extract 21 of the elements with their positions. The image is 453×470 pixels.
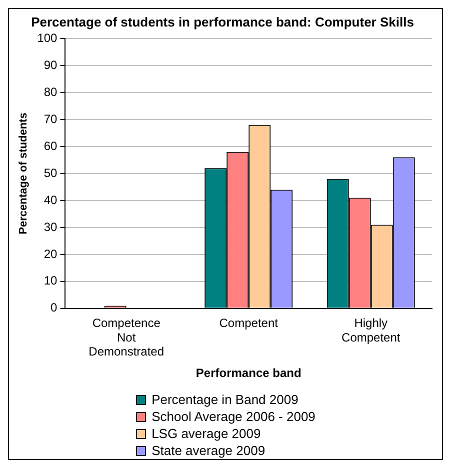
x-tick-label: Competent <box>219 316 279 330</box>
legend-label: Percentage in Band 2009 <box>152 391 298 408</box>
y-tick-label: 70 <box>44 112 58 126</box>
y-tick-label: 80 <box>44 84 58 99</box>
y-axis-title: Percentage of students <box>18 112 30 234</box>
y-tick-label: 40 <box>44 192 58 207</box>
x-tick-label: Competence Not Demonstrated <box>88 316 164 359</box>
y-tick-label: 0 <box>50 300 58 315</box>
y-tick-label: 20 <box>44 246 58 261</box>
chart-title: Percentage of students in performance band: Computer Skills <box>31 14 414 30</box>
y-tick-label: 30 <box>44 220 58 234</box>
legend-label: State average 2009 <box>152 442 266 459</box>
x-axis-title: Performance band <box>196 366 302 380</box>
y-tick-label: 100 <box>37 30 58 45</box>
y-tick-label: 50 <box>44 166 58 180</box>
y-tick-label: 90 <box>44 58 58 72</box>
y-tick-label: 60 <box>44 138 58 153</box>
legend-label: School Average 2006 - 2009 <box>152 408 316 425</box>
x-tick-label: Highly Competent <box>342 316 401 344</box>
y-tick-label: 10 <box>44 274 58 288</box>
legend-label: LSG average 2009 <box>152 425 261 442</box>
